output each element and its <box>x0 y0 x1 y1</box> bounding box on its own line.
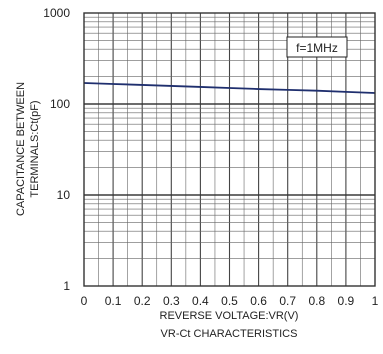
series-line <box>83 82 376 94</box>
grid-layer <box>84 13 375 286</box>
y-tick-label: 1000 <box>43 6 70 20</box>
y-axis-label-line2: TERMINALS:Ct(pF) <box>29 100 41 197</box>
x-tick-label: 0.8 <box>308 294 325 308</box>
series-layer <box>83 82 376 94</box>
y-tick-label: 100 <box>50 97 70 111</box>
x-tick-label: 0.9 <box>338 294 355 308</box>
y-tick-label: 1 <box>63 279 70 293</box>
x-tick-label: 0.6 <box>250 294 267 308</box>
x-tick-label: 0.1 <box>105 294 122 308</box>
x-tick-label: 0.3 <box>163 294 180 308</box>
y-axis-label-line1: CAPACITANCE BETWEEN <box>15 82 27 216</box>
x-tick-label: 0.4 <box>192 294 209 308</box>
annotation-text: f=1MHz <box>296 41 338 55</box>
chart-title: VR-Ct CHARACTERISTICS <box>161 328 298 340</box>
tick-layer: 0 0.1 0.2 0.3 0.4 0.5 0.6 0.7 0.8 0.9 1 1 10 100 1000 <box>43 6 378 308</box>
x-tick-label: 0.5 <box>221 294 238 308</box>
x-tick-label: 1 <box>372 294 379 308</box>
plot-frame <box>83 12 376 287</box>
annotation-box: f=1MHz <box>286 36 348 58</box>
x-axis-label: REVERSE VOLTAGE:VR(V) <box>160 310 299 322</box>
x-tick-label: 0.7 <box>279 294 296 308</box>
annotation-frame <box>286 36 348 58</box>
y-tick-label: 10 <box>57 188 71 202</box>
x-tick-label: 0.2 <box>134 294 151 308</box>
x-tick-label: 0 <box>81 294 88 308</box>
